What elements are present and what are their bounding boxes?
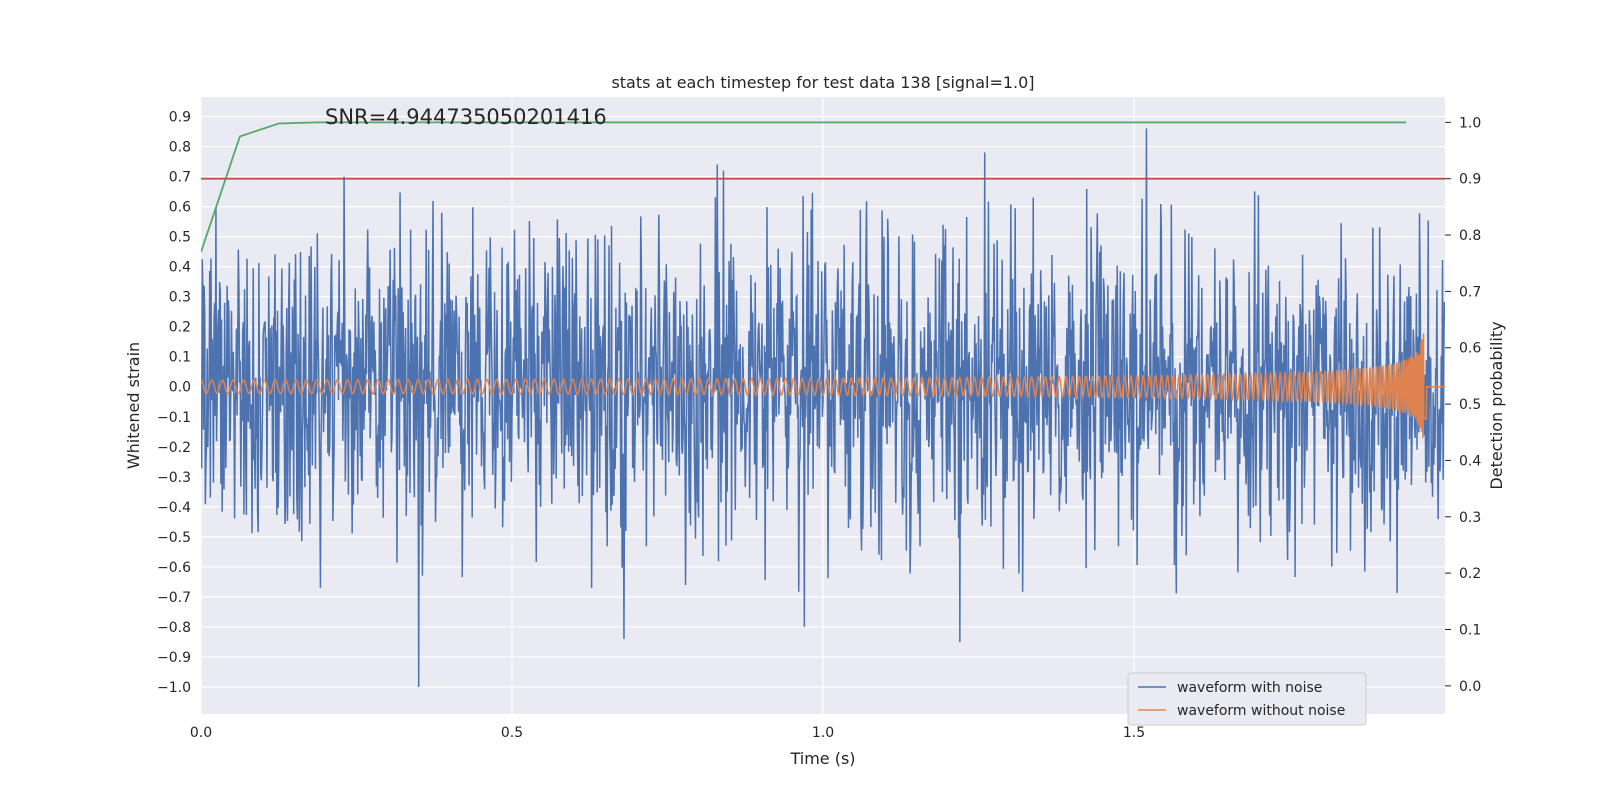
snr-annotation: SNR=4.944735050201416 xyxy=(325,105,607,129)
y2-tick-label: 0.5 xyxy=(1459,397,1481,413)
y-tick-label: −0.2 xyxy=(157,440,191,456)
x-tick-label: 1.0 xyxy=(812,725,834,741)
y-tick-label: −0.9 xyxy=(157,650,191,666)
y-tick-label: 0.3 xyxy=(169,290,191,306)
legend: waveform with noise waveform without noi… xyxy=(1127,672,1367,726)
plot-area xyxy=(201,121,1445,687)
y2-tick-label: 0.4 xyxy=(1459,453,1481,469)
series-group xyxy=(201,121,1445,687)
y2-tick-label: 0.9 xyxy=(1459,172,1481,188)
left-axis-ticks: 0.9 0.8 0.7 0.6 0.5 0.4 0.3 0.2 0.1 0.0 −0.1 −0.2 −0… xyxy=(157,110,191,696)
y2-tick-label: 0.3 xyxy=(1459,510,1481,526)
y-tick-label: 0.7 xyxy=(169,170,191,186)
right-axis-ticks: 1.0 0.9 0.8 0.7 0.6 0.5 0.4 0.3 0.2 0.1 0.0 xyxy=(1445,115,1481,695)
y-tick-label: −0.1 xyxy=(157,410,191,426)
y2-tick-label: 1.0 xyxy=(1459,115,1481,131)
y-tick-label: 0.1 xyxy=(169,350,191,366)
y-tick-label: −0.7 xyxy=(157,590,191,606)
y-tick-label: 0.9 xyxy=(169,110,191,126)
x-tick-label: 0.0 xyxy=(190,725,212,741)
x-tick-label: 0.5 xyxy=(501,725,523,741)
y-tick-label: 0.2 xyxy=(169,320,191,336)
series-waveform-with-noise xyxy=(201,128,1445,687)
y-tick-label: 0.4 xyxy=(169,260,191,276)
y2-tick-label: 0.1 xyxy=(1459,622,1481,638)
y-tick-label: 0.5 xyxy=(169,230,191,246)
y2-tick-label: 0.2 xyxy=(1459,566,1481,582)
x-tick-label: 1.5 xyxy=(1123,725,1145,741)
y-tick-label: −1.0 xyxy=(157,680,191,696)
y-tick-label: 0.8 xyxy=(169,140,191,156)
y-tick-label: −0.5 xyxy=(157,530,191,546)
series-waveform-without-noise xyxy=(201,333,1445,439)
y2-tick-label: 0.0 xyxy=(1459,679,1481,695)
y-tick-label: 0.6 xyxy=(169,200,191,216)
chart-title: stats at each timestep for test data 138… xyxy=(611,73,1034,92)
x-axis-ticks: 0.0 0.5 1.0 1.5 xyxy=(190,725,1145,741)
y-tick-label: −0.6 xyxy=(157,560,191,576)
y-axis-label: Whitened strain xyxy=(124,342,143,469)
series-detection-probability xyxy=(201,121,1407,253)
legend-label-waveform-with-noise: waveform with noise xyxy=(1177,680,1322,696)
y2-axis-label: Detection probability xyxy=(1487,321,1506,489)
y-tick-label: 0.0 xyxy=(169,380,191,396)
y2-tick-label: 0.7 xyxy=(1459,284,1481,300)
x-axis-label: Time (s) xyxy=(789,749,855,768)
y2-tick-label: 0.6 xyxy=(1459,341,1481,357)
legend-label-waveform-without-noise: waveform without noise xyxy=(1177,703,1345,719)
y2-tick-label: 0.8 xyxy=(1459,228,1481,244)
y-tick-label: −0.8 xyxy=(157,620,191,636)
legend-box xyxy=(1127,672,1367,726)
y-tick-label: −0.3 xyxy=(157,470,191,486)
y-tick-label: −0.4 xyxy=(157,500,191,516)
